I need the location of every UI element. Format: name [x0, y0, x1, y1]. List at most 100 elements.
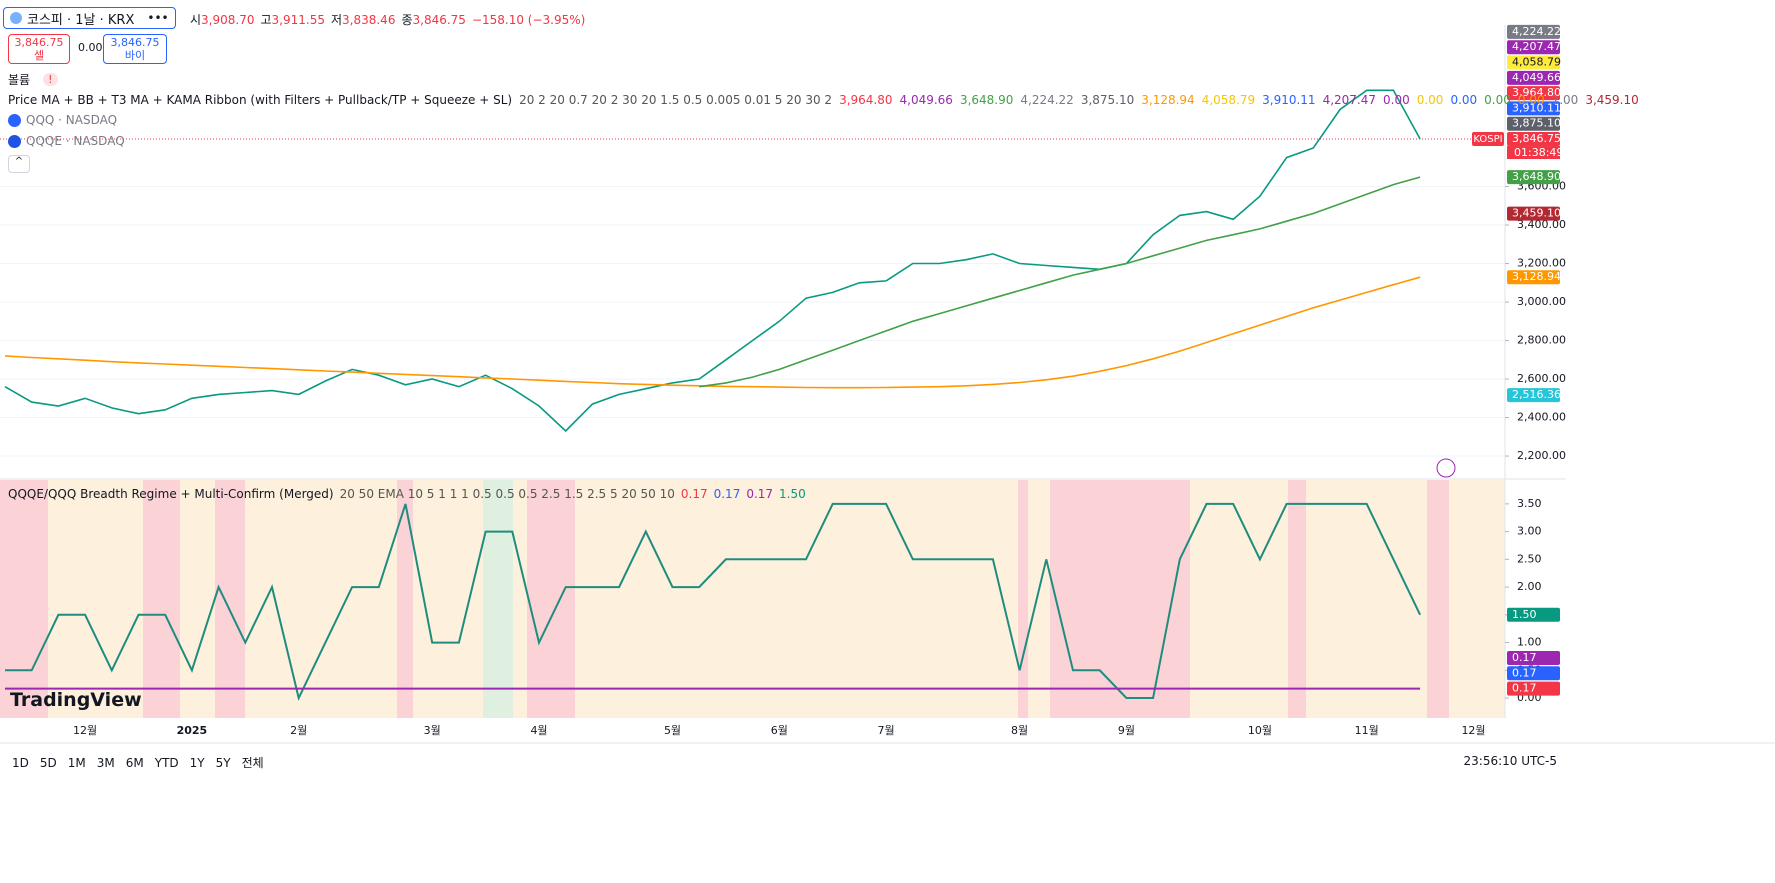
x-tick-label: 2월	[290, 724, 307, 737]
timeframe-button[interactable]: 6M	[125, 755, 144, 770]
symbol-box[interactable]: 코스피 · 1날 · KRX •••	[3, 7, 176, 29]
lower-legend: QQQE/QQQ Breadth Regime + Multi-Confirm …	[8, 487, 806, 501]
spread: 0.00	[78, 41, 103, 54]
y-tick-label: 1.00	[1517, 636, 1542, 649]
qqqe-label: QQQE · NASDAQ	[26, 134, 125, 148]
volume-title: 볼륨	[8, 73, 31, 87]
qqq-label: QQQ · NASDAQ	[26, 113, 118, 127]
ohlc-value: 3,911.55	[271, 13, 325, 27]
price-tag-label: 0.17	[1512, 666, 1537, 679]
price-tag-label: 4,049.66	[1512, 71, 1561, 84]
ohlc-label: 종	[401, 13, 413, 27]
price-tag	[1507, 101, 1560, 116]
y-tick-label: 3,400.00	[1517, 218, 1566, 231]
x-tick-label: 7월	[878, 724, 895, 737]
sell-button[interactable]: 3,846.75 셀	[8, 34, 70, 64]
price-tag	[1507, 650, 1560, 665]
ohlc-label: 시	[190, 13, 202, 27]
y-tick-label: 2,800.00	[1517, 334, 1566, 347]
x-tick-label: 10월	[1248, 724, 1272, 737]
ohlc-label: 고	[260, 13, 272, 27]
y-tick-label: 2,400.00	[1517, 411, 1566, 424]
lower-title: QQQE/QQQ Breadth Regime + Multi-Confirm …	[8, 487, 334, 501]
y-tick-label: 2,600.00	[1517, 372, 1566, 385]
price-change: −158.10 (−3.95%)	[471, 12, 586, 27]
error-icon[interactable]: !	[43, 73, 58, 86]
buy-button[interactable]: 3,846.75 바이	[103, 34, 167, 64]
price-tag	[1507, 388, 1560, 403]
countdown-bg	[1507, 146, 1560, 160]
series-line	[699, 176, 1421, 388]
y-tick-label: 2,200.00	[1517, 449, 1566, 462]
collapse-button[interactable]: ^	[8, 155, 30, 173]
compare-qqqe[interactable]: QQQE · NASDAQ	[8, 134, 125, 148]
price-tag-label: 3,910.11	[1512, 101, 1561, 114]
ohlc-item: 시3,908.70	[190, 11, 254, 28]
price-tag-label: 1.50	[1512, 608, 1537, 621]
regime-band-green	[483, 480, 513, 718]
indicator-value: 4,049.66	[899, 93, 953, 107]
x-tick-label: 8월	[1011, 724, 1028, 737]
price-tag	[1507, 24, 1560, 39]
timeframe-button[interactable]: 5D	[39, 755, 57, 770]
ohlc-label: 저	[330, 13, 343, 27]
symbol-title: 코스피 · 1날 · KRX	[27, 12, 135, 28]
series-line	[4, 89, 1421, 433]
timeframe-button[interactable]: 5Y	[215, 755, 231, 770]
indicator-value: 4,207.47	[1322, 93, 1376, 107]
indicator-legend: Price MA + BB + T3 MA + KAMA Ribbon (wit…	[8, 93, 1639, 107]
timeframe-button[interactable]: 1Y	[189, 755, 205, 770]
x-tick-label: 6월	[771, 724, 788, 737]
indicator-value: 0.00	[1383, 93, 1410, 107]
price-tag	[1507, 681, 1560, 696]
timeframe-button[interactable]: 전체	[241, 756, 264, 770]
x-tick-label: 12월	[73, 724, 97, 737]
indicator-value: 3,128.94	[1141, 93, 1195, 107]
indicator-params: 20 2 20 0.7 20 2 30 20 1.5 0.5 0.005 0.0…	[519, 93, 833, 107]
sell-label: 셀	[33, 49, 45, 62]
compare-qqq[interactable]: QQQ · NASDAQ	[8, 113, 117, 127]
symbol-tag-label: KOSPI	[1473, 134, 1502, 145]
volume-legend: 볼륨 !	[8, 71, 58, 88]
price-tag-label: 3,459.10	[1512, 207, 1561, 220]
price-tag-label: 0.17	[1512, 682, 1537, 695]
logo[interactable]: TradingView	[10, 689, 142, 711]
y-tick-label: 3.00	[1517, 525, 1542, 538]
lower-value: 0.17	[713, 487, 741, 501]
buy-price: 3,846.75	[110, 36, 160, 49]
clock: 23:56:10 UTC-5	[1463, 754, 1557, 768]
ohlc: 시3,908.70 고3,911.55 저3,838.46 종3,846.75 −158…	[190, 11, 585, 28]
price-tag-label: 2,516.36	[1512, 388, 1561, 401]
ohlc-item: 고3,911.55	[260, 11, 324, 28]
ohlc-item: 종3,846.75	[401, 11, 465, 28]
timeframe-button[interactable]: 1D	[12, 755, 29, 770]
price-tag-label: 4,224.22	[1512, 25, 1561, 38]
buy-label: 바이	[124, 49, 146, 62]
x-tick-label: 4월	[530, 724, 547, 737]
price-tag-label: 3,128.94	[1512, 270, 1561, 283]
indicator-value: 3,964.80	[839, 93, 893, 107]
timeframe-button[interactable]: 3M	[96, 755, 115, 770]
price-tag-label: 3,846.75	[1512, 132, 1561, 145]
timeframe-bar: 1D 5D 1M 3M 6M YTD 1Y 5Y 전체	[12, 754, 264, 771]
price-tag-label: 4,058.79	[1512, 56, 1561, 69]
x-tick-label: 3월	[424, 724, 441, 737]
timeframe-button[interactable]: 1M	[67, 755, 86, 770]
price-tag	[1507, 86, 1560, 101]
price-tag	[1507, 116, 1560, 131]
price-tag-label: 3,875.10	[1512, 117, 1561, 130]
regime-background	[0, 480, 1505, 718]
qqq-icon	[8, 113, 21, 127]
indicator-title: Price MA + BB + T3 MA + KAMA Ribbon (wit…	[8, 93, 513, 107]
price-tag-label: 3,964.80	[1512, 86, 1561, 99]
price-tag	[1507, 270, 1560, 285]
more-button[interactable]: •••	[147, 11, 169, 25]
lower-value: 1.50	[779, 487, 806, 501]
timeframe-button[interactable]: YTD	[154, 755, 179, 770]
alert-icon[interactable]	[1436, 458, 1456, 478]
x-tick-label: 12월	[1461, 724, 1485, 737]
series-line	[4, 276, 1421, 389]
price-tag-label: 3,648.90	[1512, 170, 1561, 183]
y-tick-label: 2.00	[1517, 580, 1542, 593]
